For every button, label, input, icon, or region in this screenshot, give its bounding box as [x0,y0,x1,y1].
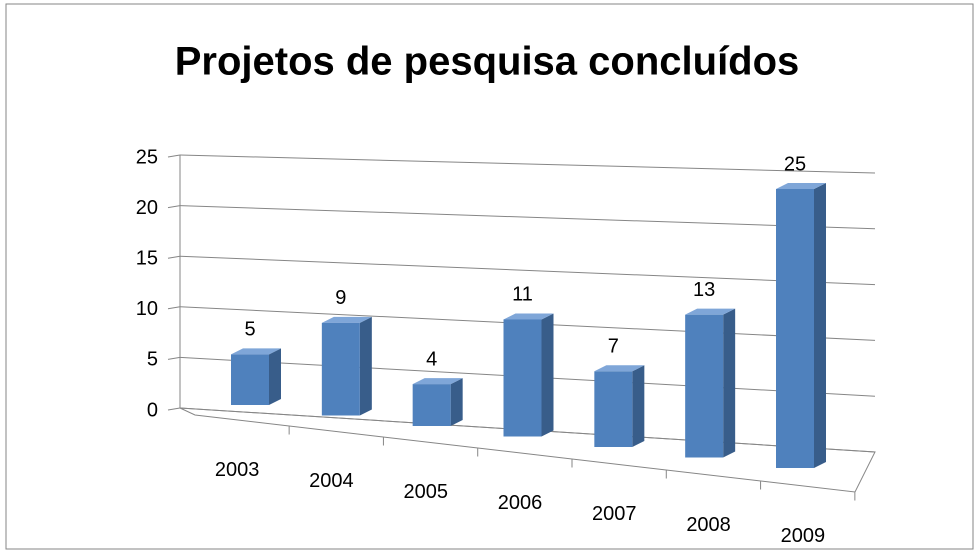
bar-top [321,316,372,323]
bar [231,354,269,405]
y-tick [167,356,181,360]
y-tick [167,154,181,158]
grid-line [179,255,876,286]
bar-top [594,365,645,372]
bar-top [503,313,554,320]
bar-side [359,316,372,416]
x-tick-label: 2004 [309,470,354,492]
grid-line [179,205,876,230]
bar-top [776,183,826,189]
x-tick-label: 2006 [498,492,543,514]
value-label: 13 [693,279,715,301]
bar-top [412,378,463,385]
y-tick-label: 5 [147,349,158,371]
y-tick-label: 0 [147,399,158,421]
bar-top [231,348,281,355]
bar-side [723,308,736,458]
y-tick-label: 20 [136,197,158,219]
x-tick-label: 2008 [686,514,731,536]
value-label: 11 [512,284,533,306]
bar [776,189,814,468]
y-tick [167,407,181,411]
bar-side [814,183,826,468]
bar [412,384,451,426]
bar [685,314,724,458]
bar-side [269,348,281,405]
bar-side [632,365,645,447]
x-tick-label: 2005 [403,481,448,503]
grid-line [179,154,876,174]
bar-side [541,313,554,437]
y-tick [167,306,181,310]
value-label: 9 [335,287,346,309]
bar [321,322,360,416]
bar-top [685,308,736,315]
x-tick-label: 2009 [781,525,826,547]
bar-side [450,378,463,426]
value-label: 7 [608,336,619,358]
y-tick-label: 15 [136,247,158,269]
chart-title: Projetos de pesquisa concluídos [175,40,800,84]
value-label: 25 [784,153,806,175]
bar [503,319,542,437]
x-tick-label: 2007 [592,503,637,525]
value-label: 5 [244,319,255,341]
value-label: 4 [426,348,437,370]
y-tick-label: 10 [136,298,158,320]
chart-frame [5,3,974,550]
x-tick-label: 2003 [215,459,260,481]
y-tick [167,255,181,259]
y-tick-label: 25 [136,146,158,168]
bar [594,371,633,447]
y-tick [167,205,181,209]
